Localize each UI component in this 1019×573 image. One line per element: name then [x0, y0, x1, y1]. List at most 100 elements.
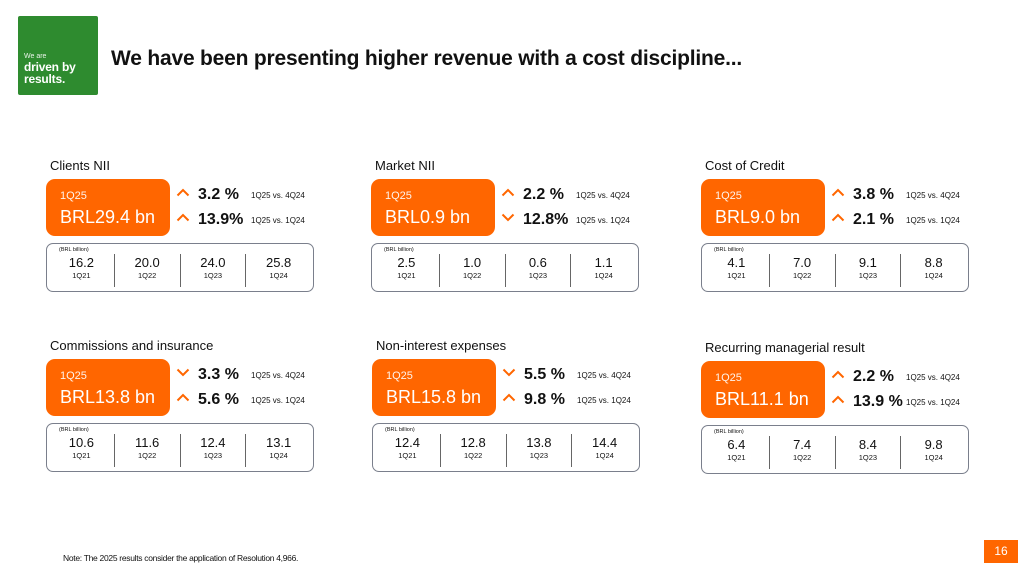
history-cells: 4.1 1Q21 7.0 1Q22 9.1 1Q23 8.8 1Q24 [704, 254, 966, 287]
variation-pct: 2.1 % [853, 211, 894, 228]
history-box: (BRL billion) 2.5 1Q21 1.0 1Q22 0.6 1Q23… [371, 243, 639, 292]
history-cell: 25.8 1Q24 [245, 254, 311, 287]
history-cell: 20.0 1Q22 [113, 254, 180, 287]
variation-pct: 2.2 % [853, 368, 894, 385]
kpi-card: Cost of Credit 1Q25 BRL9.0 bn 3.8 % 1Q25… [701, 158, 985, 298]
variation-pct: 3.3 % [198, 366, 239, 383]
chevron-up-icon [501, 188, 521, 202]
history-value: 10.6 [68, 435, 95, 450]
history-value: 20.0 [134, 255, 160, 270]
kpi-headline-box: 1Q25 BRL0.9 bn [371, 179, 495, 236]
history-value: 7.0 [793, 255, 812, 270]
kpi-card-title: Clients NII [50, 158, 110, 173]
history-cell: 14.4 1Q24 [571, 434, 637, 467]
variation-label: 1Q25 vs. 4Q24 [251, 370, 305, 380]
history-period: 1Q23 [528, 271, 548, 280]
kpi-card-title: Commissions and insurance [50, 338, 214, 353]
history-value: 14.4 [591, 435, 618, 450]
history-box: (BRL billion) 6.4 1Q21 7.4 1Q22 8.4 1Q23… [701, 425, 969, 474]
kpi-value: BRL0.9 bn [385, 207, 471, 227]
variation-pct: 13.9% [198, 211, 244, 228]
variation-label: 1Q25 vs. 1Q24 [251, 395, 305, 405]
variation-label: 1Q25 vs. 4Q24 [251, 190, 305, 200]
history-box: (BRL billion) 4.1 1Q21 7.0 1Q22 9.1 1Q23… [701, 243, 969, 292]
logo-line-1: driven by [24, 60, 76, 74]
kpi-card-title: Non-interest expenses [376, 338, 507, 353]
kpi-card: Non-interest expenses 1Q25 BRL15.8 bn 5.… [372, 338, 656, 478]
history-cell: 0.6 1Q23 [504, 254, 571, 287]
variation-label: 1Q25 vs. 1Q24 [906, 215, 960, 225]
history-period: 1Q21 [398, 451, 417, 460]
variation-yoy: 12.8% 1Q25 vs. 1Q24 [501, 209, 630, 231]
history-period: 1Q21 [397, 271, 416, 280]
history-cell: 13.8 1Q23 [505, 434, 572, 467]
variation-label: 1Q25 vs. 1Q24 [576, 215, 630, 225]
history-period: 1Q22 [137, 271, 157, 280]
chevron-up-icon [831, 395, 851, 409]
chevron-up-icon [831, 188, 851, 202]
variation-pct: 5.6 % [198, 391, 239, 408]
chevron-up-icon [831, 370, 851, 384]
history-cell: 4.1 1Q21 [704, 254, 769, 287]
kpi-value: BRL11.1 bn [715, 389, 809, 409]
kpi-value: BRL9.0 bn [715, 207, 801, 227]
chevron-down-icon [502, 368, 522, 382]
variation-label: 1Q25 vs. 1Q24 [251, 215, 305, 225]
history-cell: 8.4 1Q23 [834, 436, 901, 469]
history-cell: 13.1 1Q24 [245, 434, 311, 467]
chevron-down-icon [501, 213, 521, 227]
variation-yoy: 13.9% 1Q25 vs. 1Q24 [176, 209, 305, 231]
history-value: 12.8 [460, 435, 486, 450]
history-period: 1Q23 [529, 451, 549, 460]
variation-qoq: 2.2 % 1Q25 vs. 4Q24 [831, 366, 960, 388]
history-value: 1.1 [594, 255, 613, 270]
history-period: 1Q21 [727, 453, 746, 462]
variation-label: 1Q25 vs. 4Q24 [577, 370, 631, 380]
kpi-headline-box: 1Q25 BRL9.0 bn [701, 179, 825, 236]
variation-pct: 3.8 % [853, 186, 894, 203]
history-cells: 12.4 1Q21 12.8 1Q22 13.8 1Q23 14.4 1Q24 [375, 434, 637, 467]
variation-pct: 12.8% [523, 211, 569, 228]
brand-logo: We are driven by results. [18, 16, 98, 95]
history-period: 1Q22 [463, 451, 483, 460]
history-box: (BRL billion) 16.2 1Q21 20.0 1Q22 24.0 1… [46, 243, 314, 292]
history-cell: 7.4 1Q22 [768, 436, 835, 469]
kpi-period: 1Q25 [60, 190, 87, 202]
history-value: 8.4 [858, 437, 877, 452]
history-period: 1Q21 [72, 271, 91, 280]
history-period: 1Q24 [595, 451, 614, 460]
variation-label: 1Q25 vs. 4Q24 [576, 190, 630, 200]
history-cell: 11.6 1Q22 [113, 434, 180, 467]
history-period: 1Q22 [462, 271, 482, 280]
variation-yoy: 5.6 % 1Q25 vs. 1Q24 [176, 389, 305, 411]
kpi-card: Recurring managerial result 1Q25 BRL11.1… [701, 340, 985, 480]
history-cells: 10.6 1Q21 11.6 1Q22 12.4 1Q23 13.1 1Q24 [49, 434, 311, 467]
kpi-period: 1Q25 [385, 190, 412, 202]
history-box: (BRL billion) 10.6 1Q21 11.6 1Q22 12.4 1… [46, 423, 314, 472]
history-period: 1Q23 [203, 271, 223, 280]
variation-pct: 5.5 % [524, 366, 565, 383]
chevron-up-icon [176, 188, 196, 202]
history-unit: (BRL billion) [384, 247, 414, 253]
history-period: 1Q24 [269, 451, 288, 460]
history-period: 1Q23 [203, 451, 223, 460]
history-cell: 8.8 1Q24 [900, 254, 966, 287]
variation-yoy: 13.9 % 1Q25 vs. 1Q24 [831, 391, 960, 413]
kpi-value: BRL15.8 bn [386, 387, 482, 407]
chevron-up-icon [502, 393, 522, 407]
history-value: 6.4 [727, 437, 746, 452]
logo-line-2: results. [24, 72, 66, 86]
kpi-headline-box: 1Q25 BRL13.8 bn [46, 359, 170, 416]
history-period: 1Q22 [792, 271, 812, 280]
history-value: 25.8 [265, 255, 292, 270]
variation-qoq: 3.8 % 1Q25 vs. 4Q24 [831, 184, 960, 206]
chevron-up-icon [176, 393, 196, 407]
history-unit: (BRL billion) [714, 247, 744, 253]
history-period: 1Q21 [727, 271, 746, 280]
kpi-period: 1Q25 [715, 372, 742, 384]
history-cell: 7.0 1Q22 [768, 254, 835, 287]
history-cells: 6.4 1Q21 7.4 1Q22 8.4 1Q23 9.8 1Q24 [704, 436, 966, 469]
history-cell: 12.8 1Q22 [439, 434, 506, 467]
history-value: 13.8 [526, 435, 552, 450]
variation-pct: 3.2 % [198, 186, 239, 203]
